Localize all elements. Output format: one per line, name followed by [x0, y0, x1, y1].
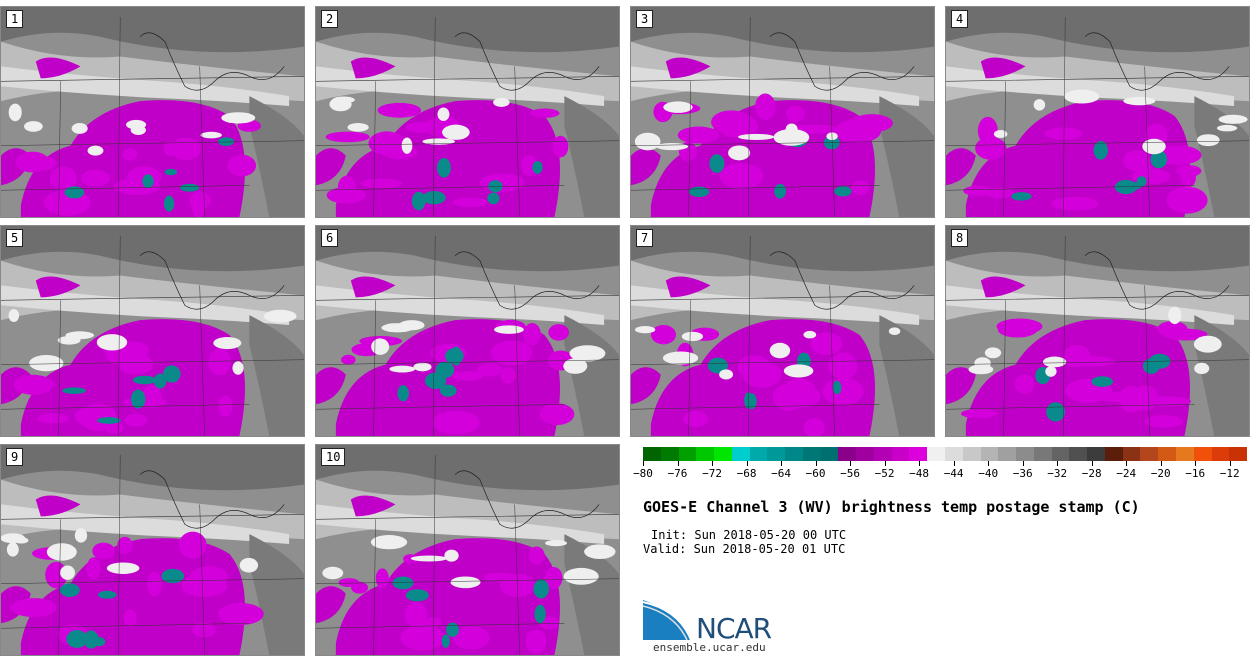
colorbar [643, 447, 1248, 461]
postage-stamp-panel: 2 [315, 6, 620, 218]
colorbar-segment [945, 447, 963, 461]
colorbar-segment [1069, 447, 1088, 461]
colorbar-segment [820, 447, 839, 461]
panel-number: 5 [6, 229, 24, 247]
colorbar-segment [1175, 447, 1194, 461]
colorbar-tick-label: −24 [1116, 467, 1137, 480]
colorbar-segment [998, 447, 1017, 461]
ncar-logo-icon [643, 600, 692, 641]
colorbar-tick-mark [1091, 461, 1093, 466]
postage-stamp-panel: 7 [630, 225, 935, 437]
colorbar-segment [1193, 447, 1212, 461]
colorbar-tick-label: −72 [702, 467, 722, 480]
colorbar-tick-mark [677, 461, 679, 466]
panel-number: 4 [951, 10, 969, 28]
colorbar-segment [873, 447, 892, 461]
colorbar-tick-mark [1160, 461, 1162, 466]
colorbar-segment [891, 447, 910, 461]
postage-stamp-panel: 10 [315, 444, 620, 656]
postage-stamp-panel: 4 [945, 6, 1250, 218]
colorbar-tick-mark [988, 461, 990, 466]
colorbar-segment [731, 447, 750, 461]
colorbar-tick-label: −20 [1150, 467, 1171, 480]
colorbar-tick-mark [1057, 461, 1059, 466]
init-time: Init: Sun 2018-05-20 00 UTC [651, 528, 847, 542]
panel-number: 3 [636, 10, 654, 28]
colorbar-segment [678, 447, 697, 461]
colorbar-tick-mark [712, 461, 714, 466]
panel-number: 1 [6, 10, 24, 28]
colorbar-tick-label: −64 [771, 467, 791, 480]
panel-number: 6 [321, 229, 339, 247]
colorbar-tick-mark [1022, 461, 1024, 466]
plot-title: GOES-E Channel 3 (WV) brightness temp po… [643, 498, 1140, 516]
colorbar-segment [1051, 447, 1070, 461]
panel-number: 7 [636, 229, 654, 247]
colorbar-ticks: −80 −76 −72 −68 −64 −60 −56 −52 −48 −44 −40 −36 −32−… [633, 467, 1247, 481]
colorbar-tick-mark [1229, 461, 1231, 466]
colorbar-segment [1211, 447, 1230, 461]
colorbar-tick-label: −12 [1219, 467, 1240, 480]
colorbar-segment [1140, 447, 1159, 461]
colorbar-segment [980, 447, 999, 461]
colorbar-segment [1016, 447, 1034, 461]
colorbar-tick-label: −56 [840, 467, 861, 480]
colorbar-segment [856, 447, 874, 461]
colorbar-tick-mark [781, 461, 783, 466]
colorbar-tick-label: −76 [667, 467, 688, 480]
logo-name: NCAR [696, 612, 772, 645]
colorbar-segment [785, 447, 803, 461]
colorbar-tick-mark [919, 461, 921, 466]
colorbar-tick-mark [884, 461, 886, 466]
colorbar-segment [1087, 447, 1105, 461]
colorbar-segment [660, 447, 679, 461]
colorbar-segment [767, 447, 786, 461]
postage-stamp-panel: 9 [0, 444, 305, 656]
panel-number: 9 [6, 448, 24, 466]
colorbar-tick-label: −68 [736, 467, 757, 480]
colorbar-tick-mark [1195, 461, 1197, 466]
colorbar-tick-label: −40 [978, 467, 999, 480]
colorbar-segment [643, 447, 661, 461]
colorbar-segment [838, 447, 857, 461]
colorbar-segment [927, 447, 946, 461]
colorbar-tick-mark [953, 461, 955, 466]
colorbar-segment [1033, 447, 1052, 461]
panel-number: 8 [951, 229, 969, 247]
logo-url: ensemble.ucar.edu [653, 641, 766, 654]
colorbar-tick-mark [746, 461, 748, 466]
colorbar-tick-mark [850, 461, 852, 466]
panel-number: 10 [321, 448, 346, 466]
colorbar-segment [802, 447, 821, 461]
colorbar-segment [1229, 447, 1248, 461]
colorbar-tick-mark [1126, 461, 1128, 466]
valid-time: Valid: Sun 2018-05-20 01 UTC [643, 542, 846, 556]
colorbar-segment [1122, 447, 1141, 461]
postage-stamp-panel: 1 [0, 6, 305, 218]
colorbar-tick-mark [815, 461, 817, 466]
colorbar-segment [1104, 447, 1123, 461]
colorbar-segment [909, 447, 928, 461]
colorbar-tick-label: −16 [1185, 467, 1206, 480]
colorbar-tick-label: −52 [874, 467, 895, 480]
panel-number: 2 [321, 10, 339, 28]
colorbar-tick-label: −80 [633, 467, 653, 480]
postage-stamp-panel: 5 [0, 225, 305, 437]
postage-stamp-panel: 8 [945, 225, 1250, 437]
colorbar-tick-label: −44 [943, 467, 964, 480]
colorbar-segment [1158, 447, 1176, 461]
postage-stamp-panel: 6 [315, 225, 620, 437]
colorbar-tick-label: −32 [1047, 467, 1068, 480]
colorbar-tick-label: −60 [805, 467, 826, 480]
colorbar-segment [714, 447, 732, 461]
colorbar-tick-label: −36 [1012, 467, 1033, 480]
colorbar-segment [696, 447, 715, 461]
postage-stamp-panel: 3 [630, 6, 935, 218]
colorbar-tick-mark [643, 461, 644, 466]
colorbar-tick-label: −48 [909, 467, 930, 480]
colorbar-tick-label: −28 [1081, 467, 1102, 480]
colorbar-segment [749, 447, 768, 461]
colorbar-segment [962, 447, 981, 461]
